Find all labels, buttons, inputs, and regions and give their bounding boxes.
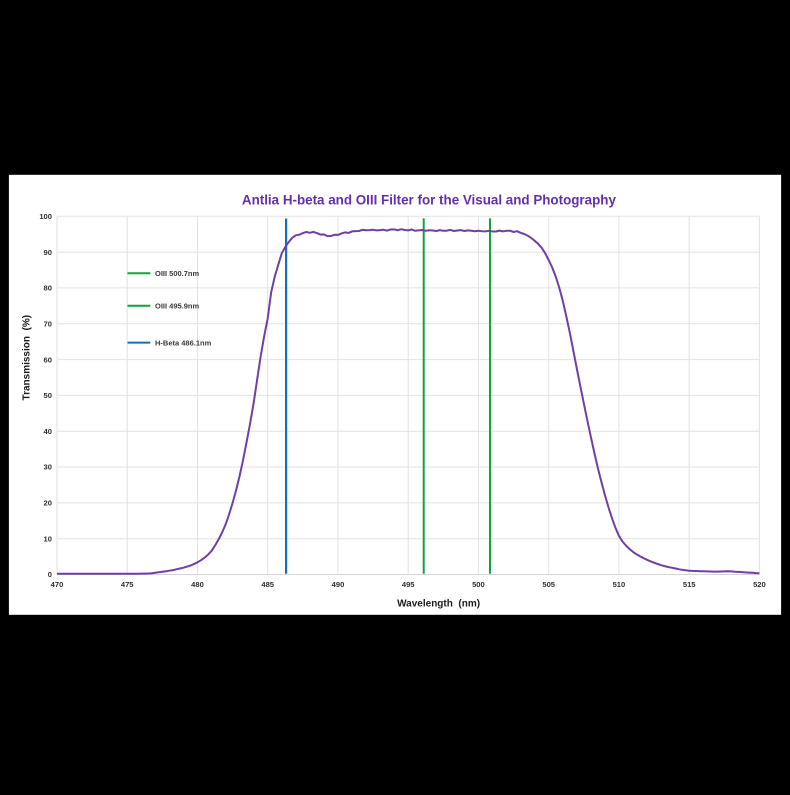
svg-text:Antlia H-beta and OIII Filter: Antlia H-beta and OIII Filter for the Vi… [242,192,617,207]
svg-text:90: 90 [44,248,52,257]
svg-text:100: 100 [39,212,52,221]
svg-text:Transmission (%): Transmission (%) [22,315,33,401]
svg-text:480: 480 [191,580,204,589]
svg-text:500: 500 [472,580,485,589]
svg-text:510: 510 [613,580,626,589]
svg-text:OIII 495.9nm: OIII 495.9nm [155,302,200,311]
svg-text:10: 10 [44,534,52,543]
svg-text:60: 60 [44,355,52,364]
svg-text:80: 80 [44,284,52,293]
svg-text:475: 475 [121,580,134,589]
svg-text:0: 0 [48,570,52,579]
svg-text:20: 20 [44,499,52,508]
svg-text:470: 470 [51,580,64,589]
svg-text:520: 520 [753,580,766,589]
svg-text:Wavelength (nm): Wavelength (nm) [397,599,480,610]
svg-text:40: 40 [44,427,52,436]
svg-text:495: 495 [402,580,415,589]
svg-text:485: 485 [261,580,274,589]
svg-text:50: 50 [44,391,52,400]
svg-text:OIII 500.7nm: OIII 500.7nm [155,269,200,278]
svg-text:30: 30 [44,463,52,472]
svg-text:70: 70 [44,320,52,329]
svg-text:505: 505 [542,580,555,589]
svg-text:H-Beta 486.1nm: H-Beta 486.1nm [155,338,212,347]
svg-text:490: 490 [332,580,345,589]
svg-text:515: 515 [683,580,696,589]
